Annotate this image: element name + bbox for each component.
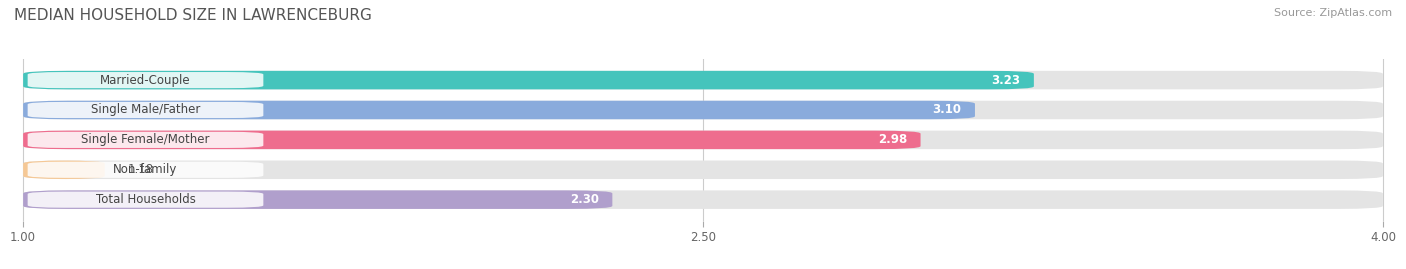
- FancyBboxPatch shape: [22, 101, 1384, 119]
- FancyBboxPatch shape: [28, 162, 263, 178]
- FancyBboxPatch shape: [28, 72, 263, 88]
- FancyBboxPatch shape: [22, 190, 1384, 209]
- Text: Single Male/Father: Single Male/Father: [91, 104, 200, 116]
- Text: Single Female/Mother: Single Female/Mother: [82, 133, 209, 146]
- FancyBboxPatch shape: [22, 161, 1384, 179]
- FancyBboxPatch shape: [22, 190, 613, 209]
- FancyBboxPatch shape: [22, 131, 921, 149]
- Text: 2.30: 2.30: [569, 193, 599, 206]
- Text: MEDIAN HOUSEHOLD SIZE IN LAWRENCEBURG: MEDIAN HOUSEHOLD SIZE IN LAWRENCEBURG: [14, 8, 373, 23]
- Text: Non-family: Non-family: [114, 163, 177, 176]
- Text: 2.98: 2.98: [877, 133, 907, 146]
- Text: 1.18: 1.18: [128, 163, 153, 176]
- Text: Source: ZipAtlas.com: Source: ZipAtlas.com: [1274, 8, 1392, 18]
- Text: Married-Couple: Married-Couple: [100, 74, 191, 87]
- Text: 3.10: 3.10: [932, 104, 962, 116]
- FancyBboxPatch shape: [22, 101, 974, 119]
- FancyBboxPatch shape: [22, 161, 104, 179]
- FancyBboxPatch shape: [28, 192, 263, 208]
- FancyBboxPatch shape: [22, 71, 1033, 89]
- FancyBboxPatch shape: [22, 71, 1384, 89]
- Text: Total Households: Total Households: [96, 193, 195, 206]
- FancyBboxPatch shape: [28, 102, 263, 118]
- Text: 3.23: 3.23: [991, 74, 1021, 87]
- FancyBboxPatch shape: [28, 132, 263, 148]
- FancyBboxPatch shape: [22, 131, 1384, 149]
